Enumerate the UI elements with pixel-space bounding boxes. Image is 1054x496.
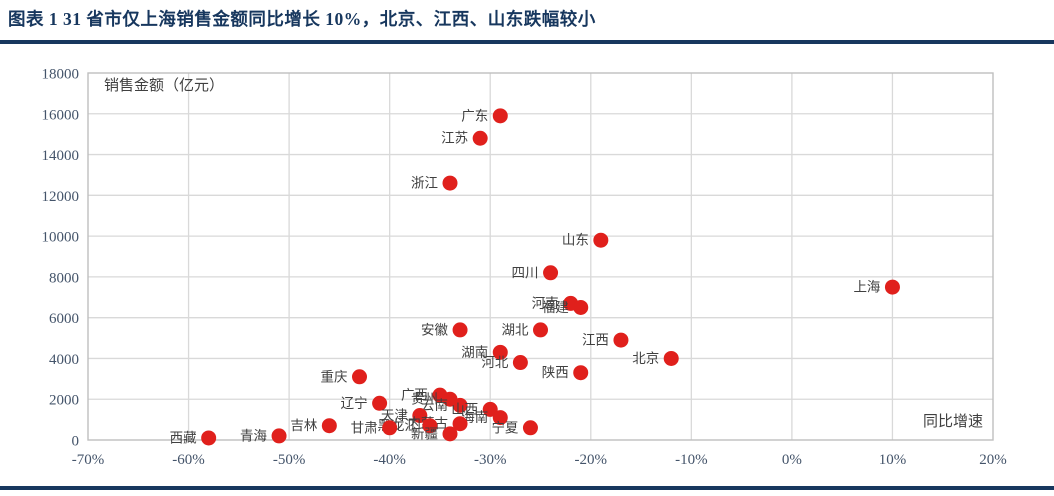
point-label: 河北 — [481, 355, 508, 370]
x-tick-label: -50% — [273, 452, 306, 468]
point-label: 福建 — [542, 300, 569, 315]
scatter-point — [452, 397, 468, 413]
bottom-divider — [0, 486, 1054, 490]
scatter-point — [201, 430, 217, 446]
scatter-point — [512, 355, 528, 371]
scatter-point — [422, 418, 438, 434]
point-label: 重庆 — [321, 369, 348, 384]
scatter-point — [522, 420, 538, 436]
y-tick-label: 6000 — [49, 311, 79, 327]
scatter-point — [472, 130, 488, 146]
point-label: 天津 — [381, 408, 408, 423]
x-tick-label: -40% — [373, 452, 406, 468]
plot-border — [87, 72, 994, 441]
scatter-point — [492, 108, 508, 124]
scatter-point — [884, 279, 900, 295]
point-label: 西藏 — [170, 430, 197, 445]
x-axis-title: 同比增速 — [923, 413, 983, 430]
point-label: 辽宁 — [341, 395, 368, 411]
point-label: 四川 — [512, 265, 539, 280]
scatter-point — [352, 369, 367, 385]
point-label: 北京 — [632, 351, 659, 366]
point-label: 浙江 — [411, 176, 438, 191]
point-label: 吉林 — [290, 418, 317, 433]
scatter-point — [452, 322, 468, 338]
point-label: 上海 — [853, 280, 880, 295]
scatter-point — [533, 322, 548, 338]
scatter-point — [573, 365, 589, 381]
point-label: 河南 — [532, 296, 559, 311]
x-tick-label: -60% — [172, 452, 205, 468]
point-label: 江西 — [582, 333, 609, 348]
scatter-point — [452, 416, 468, 432]
point-label: 山西 — [451, 402, 478, 417]
y-tick-label: 8000 — [49, 270, 79, 286]
x-tick-label: -20% — [575, 452, 608, 468]
scatter-point — [442, 426, 458, 442]
x-tick-label: 0% — [782, 452, 802, 468]
y-tick-label: 18000 — [42, 67, 80, 83]
point-label: 贵州 — [411, 392, 438, 407]
point-label: 海南 — [461, 410, 488, 425]
scatter-point — [442, 175, 458, 191]
scatter-point — [663, 350, 679, 366]
y-tick-label: 10000 — [42, 230, 80, 246]
scatter-point — [412, 408, 428, 424]
x-tick-label: -10% — [675, 452, 708, 468]
y-axis-title: 销售金额（亿元） — [104, 77, 224, 94]
scatter-point — [613, 332, 629, 348]
point-label: 云南 — [421, 398, 448, 413]
point-label: 广东 — [461, 108, 488, 123]
y-tick-label: 0 — [72, 434, 80, 450]
point-label: 青海 — [240, 428, 267, 443]
scatter-point — [382, 420, 398, 436]
point-label: 宁夏 — [491, 419, 519, 435]
x-tick-label: 20% — [979, 452, 1007, 468]
scatter-point — [492, 410, 508, 426]
y-tick-label: 16000 — [42, 107, 80, 123]
point-label: 湖北 — [502, 322, 530, 337]
scatter-point — [543, 265, 559, 281]
x-tick-label: -70% — [72, 452, 105, 468]
point-label: 广西 — [401, 388, 428, 403]
scatter-point — [573, 299, 589, 315]
point-label: 江苏 — [441, 131, 468, 146]
x-tick-label: 10% — [879, 452, 907, 468]
scatter-point — [372, 395, 388, 411]
chart-title: 图表 1 31 省市仅上海销售金额同比增长 10%，北京、江西、山东跌幅较小 — [8, 9, 596, 29]
scatter-point — [321, 418, 337, 434]
point-label: 甘肃 — [351, 420, 378, 435]
y-tick-label: 2000 — [49, 393, 79, 409]
scatter-point — [271, 428, 287, 444]
scatter-point — [482, 401, 498, 417]
point-label: 山东 — [562, 233, 589, 248]
scatter-point — [593, 232, 609, 248]
point-label: 湖南 — [461, 345, 488, 360]
point-label: 新疆 — [411, 426, 438, 441]
scatter-point — [492, 344, 508, 360]
y-tick-label: 12000 — [42, 189, 80, 205]
y-tick-label: 4000 — [49, 352, 79, 368]
point-label: 安徽 — [421, 322, 448, 337]
title-underline — [0, 40, 1054, 44]
point-label: 陕西 — [542, 365, 569, 380]
y-tick-label: 14000 — [42, 148, 80, 164]
x-tick-label: -30% — [474, 452, 507, 468]
scatter-chart: 0 2000 4000 6000 8000 10000 12000 14000 16000 180… — [42, 67, 1007, 469]
